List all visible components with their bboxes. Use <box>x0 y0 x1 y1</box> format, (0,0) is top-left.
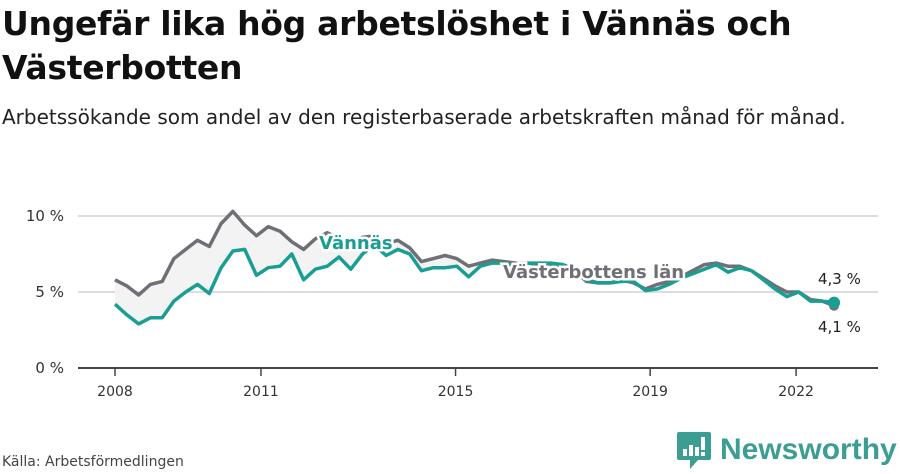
y-tick-label: 0 % <box>35 359 64 377</box>
x-tick-label: 2022 <box>778 384 814 400</box>
chart-subtitle: Arbetssökande som andel av den registerb… <box>2 105 846 129</box>
x-tick-label: 2015 <box>438 384 474 400</box>
brand-name: Newsworthy <box>720 433 897 466</box>
band <box>115 211 834 324</box>
y-axis-labels: 0 % 5 % 10 % <box>26 207 64 377</box>
endpoint-marker-vannas <box>828 296 841 309</box>
series-labels: Vännäs Västerbottens län <box>317 231 687 286</box>
end-value-vannas: 4,3 % <box>818 270 861 288</box>
end-value-vasterbotten: 4,1 % <box>818 318 861 336</box>
series-line-vannas <box>113 243 835 326</box>
series-label-vasterbotten: Västerbottens län <box>503 262 684 283</box>
chart-title: Ungefär lika hög arbetslöshet i Vännäs o… <box>2 4 792 87</box>
x-axis: 2008 2011 2015 2019 2022 <box>78 367 878 400</box>
end-value-labels: 4,3 % 4,1 % <box>818 270 861 336</box>
bar-chart-speech-bubble-icon <box>677 432 711 469</box>
y-tick-label: 10 % <box>26 207 64 225</box>
source-note: Källa: Arbetsförmedlingen <box>2 454 184 470</box>
series-lines <box>113 209 841 326</box>
newsworthy-logo: Newsworthy <box>676 430 897 470</box>
x-tick-label: 2011 <box>243 384 279 400</box>
series-label-vannas: Vännäs <box>319 233 393 254</box>
x-tick-label: 2019 <box>632 384 668 400</box>
y-tick-label: 5 % <box>35 283 64 301</box>
x-tick-label: 2008 <box>97 384 133 400</box>
series-line-vasterbotten <box>114 209 835 308</box>
